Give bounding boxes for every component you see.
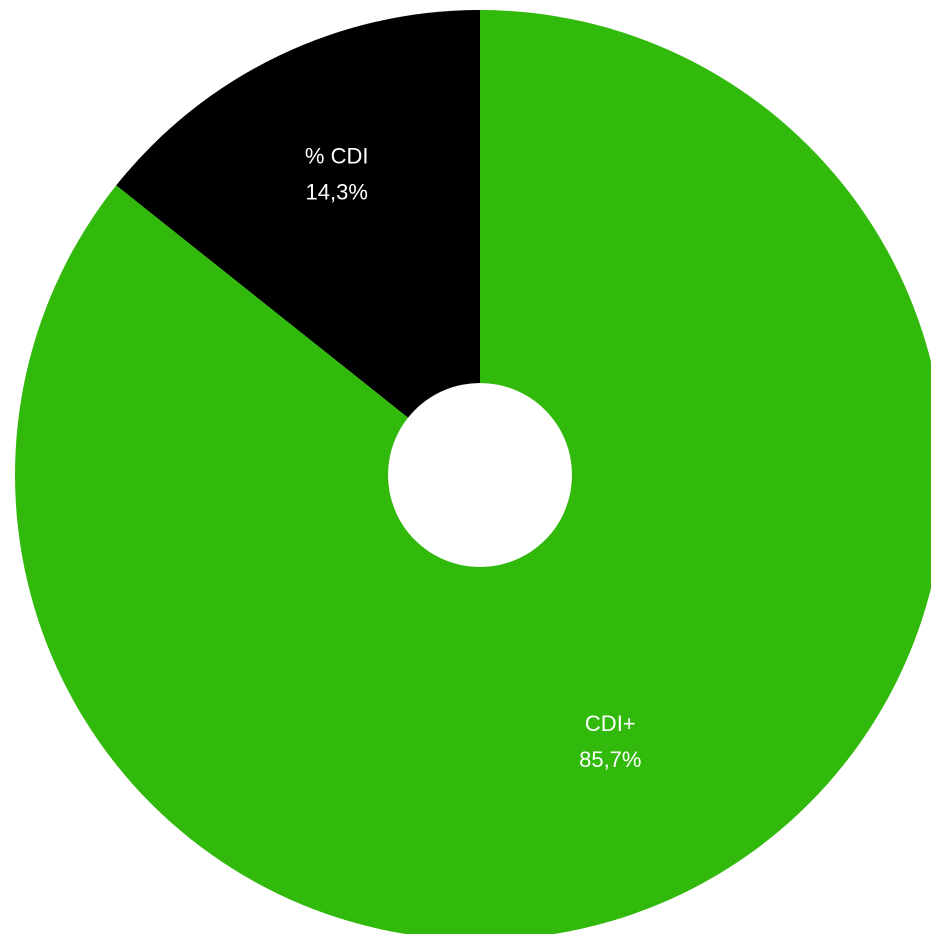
donut-hole xyxy=(388,383,572,567)
slice-name-label: CDI+ xyxy=(585,711,636,736)
slice-value-label: 85,7% xyxy=(579,747,641,772)
chart-labels: % CDI 14,3% CDI+ 85,7% xyxy=(305,144,642,773)
slice-name-label: % CDI xyxy=(305,144,369,169)
slice-value-label: 14,3% xyxy=(306,180,368,205)
pie-slice-cdi xyxy=(116,10,480,475)
